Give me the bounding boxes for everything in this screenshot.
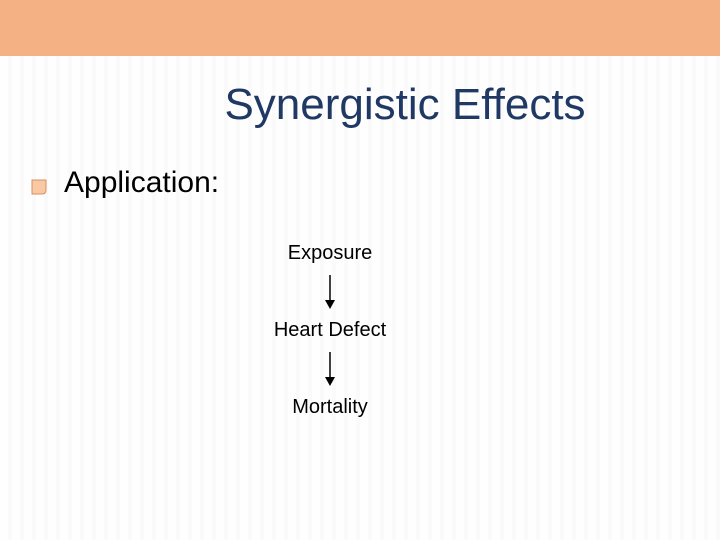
- flow-node: Heart Defect: [274, 319, 386, 342]
- slide-title: Synergistic Effects: [90, 80, 720, 130]
- subtitle: Application:: [64, 166, 720, 200]
- flow-node: Mortality: [292, 396, 368, 419]
- bullet-icon: [30, 178, 48, 196]
- arrow-down-icon: [324, 352, 336, 386]
- header-band: [0, 0, 720, 56]
- flow-node: Exposure: [288, 242, 373, 265]
- arrow-down-icon: [324, 275, 336, 309]
- slide-content: Synergistic Effects Application: Exposur…: [0, 56, 720, 540]
- flow-diagram: Exposure Heart Defect Mortality: [200, 242, 460, 419]
